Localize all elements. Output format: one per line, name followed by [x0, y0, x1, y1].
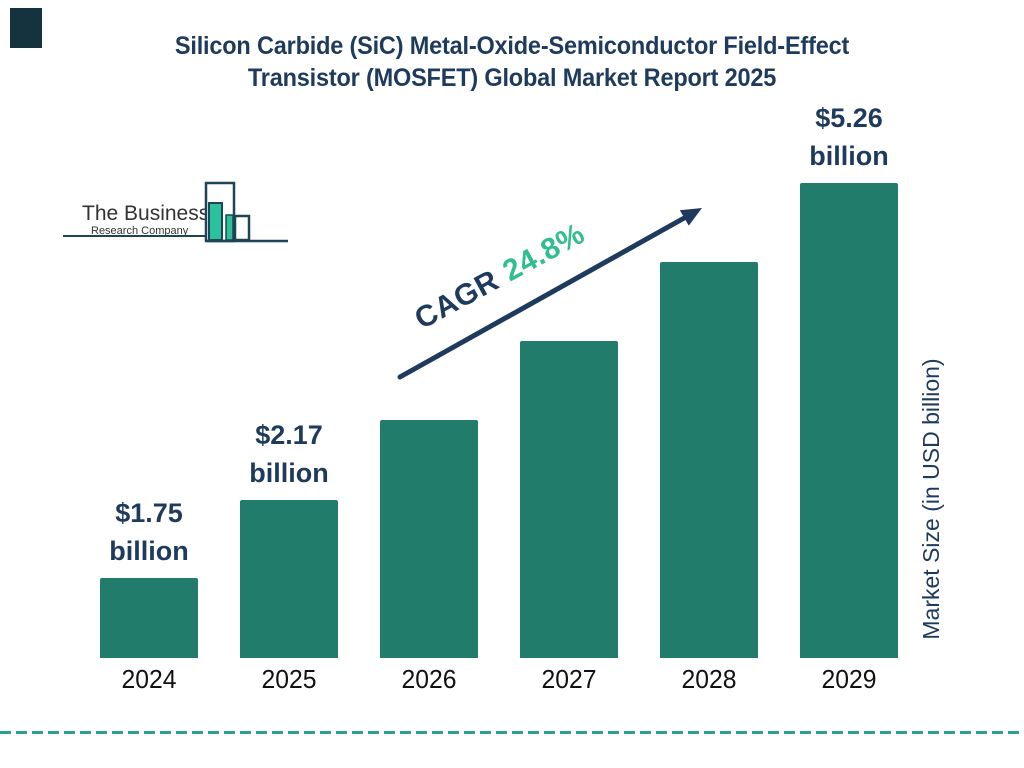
logo-graphic: The Business Research Company	[63, 181, 288, 243]
y-axis-label: Market Size (in USD billion)	[918, 358, 944, 640]
bar-group-2026: 2026	[380, 0, 478, 768]
x-axis-label-2026: 2026	[401, 664, 457, 694]
value-label-2024: $1.75 billion	[64, 494, 234, 570]
corner-marker	[10, 8, 42, 48]
logo-text-line2: Research Company	[91, 225, 189, 237]
bar-2025	[240, 500, 338, 658]
value-label-2025: $2.17 billion	[204, 416, 374, 492]
value-unit: billion	[249, 458, 329, 488]
value-unit: billion	[809, 141, 889, 171]
logo-bars-icon	[63, 181, 288, 243]
chart-title-line2: Transistor (MOSFET) Global Market Report…	[247, 64, 777, 92]
x-axis-label-2024: 2024	[121, 664, 177, 694]
company-logo: The Business Research Company	[60, 158, 295, 250]
logo-text-line1: The Business	[82, 202, 209, 225]
x-axis-label-2028: 2028	[681, 664, 737, 694]
bar-2024	[100, 578, 198, 658]
bottom-dashed-divider	[0, 731, 1024, 734]
chart-title-line1: Silicon Carbide (SiC) Metal-Oxide-Semico…	[174, 32, 850, 60]
bar-group-2028: 2028	[660, 0, 758, 768]
bar-2027	[520, 341, 618, 658]
x-axis-label-2027: 2027	[541, 664, 597, 694]
bar-group-2025: 2025 $2.17 billion	[240, 0, 338, 768]
value-label-2029: $5.26 billion	[764, 99, 934, 175]
bar-group-2029: 2029 $5.26 billion	[800, 0, 898, 768]
value-amount: $2.17	[255, 420, 323, 450]
x-axis-label-2029: 2029	[821, 664, 877, 694]
bar-group-2027: 2027	[520, 0, 618, 768]
bar-group-2024: 2024 $1.75 billion	[100, 0, 198, 768]
value-amount: $1.75	[115, 498, 183, 528]
value-amount: $5.26	[815, 103, 883, 133]
chart-title: Silicon Carbide (SiC) Metal-Oxide-Semico…	[31, 30, 994, 94]
bar-2028	[660, 262, 758, 658]
bar-2029	[800, 183, 898, 658]
value-unit: billion	[109, 536, 189, 566]
bar-2026	[380, 420, 478, 658]
x-axis-label-2025: 2025	[261, 664, 317, 694]
